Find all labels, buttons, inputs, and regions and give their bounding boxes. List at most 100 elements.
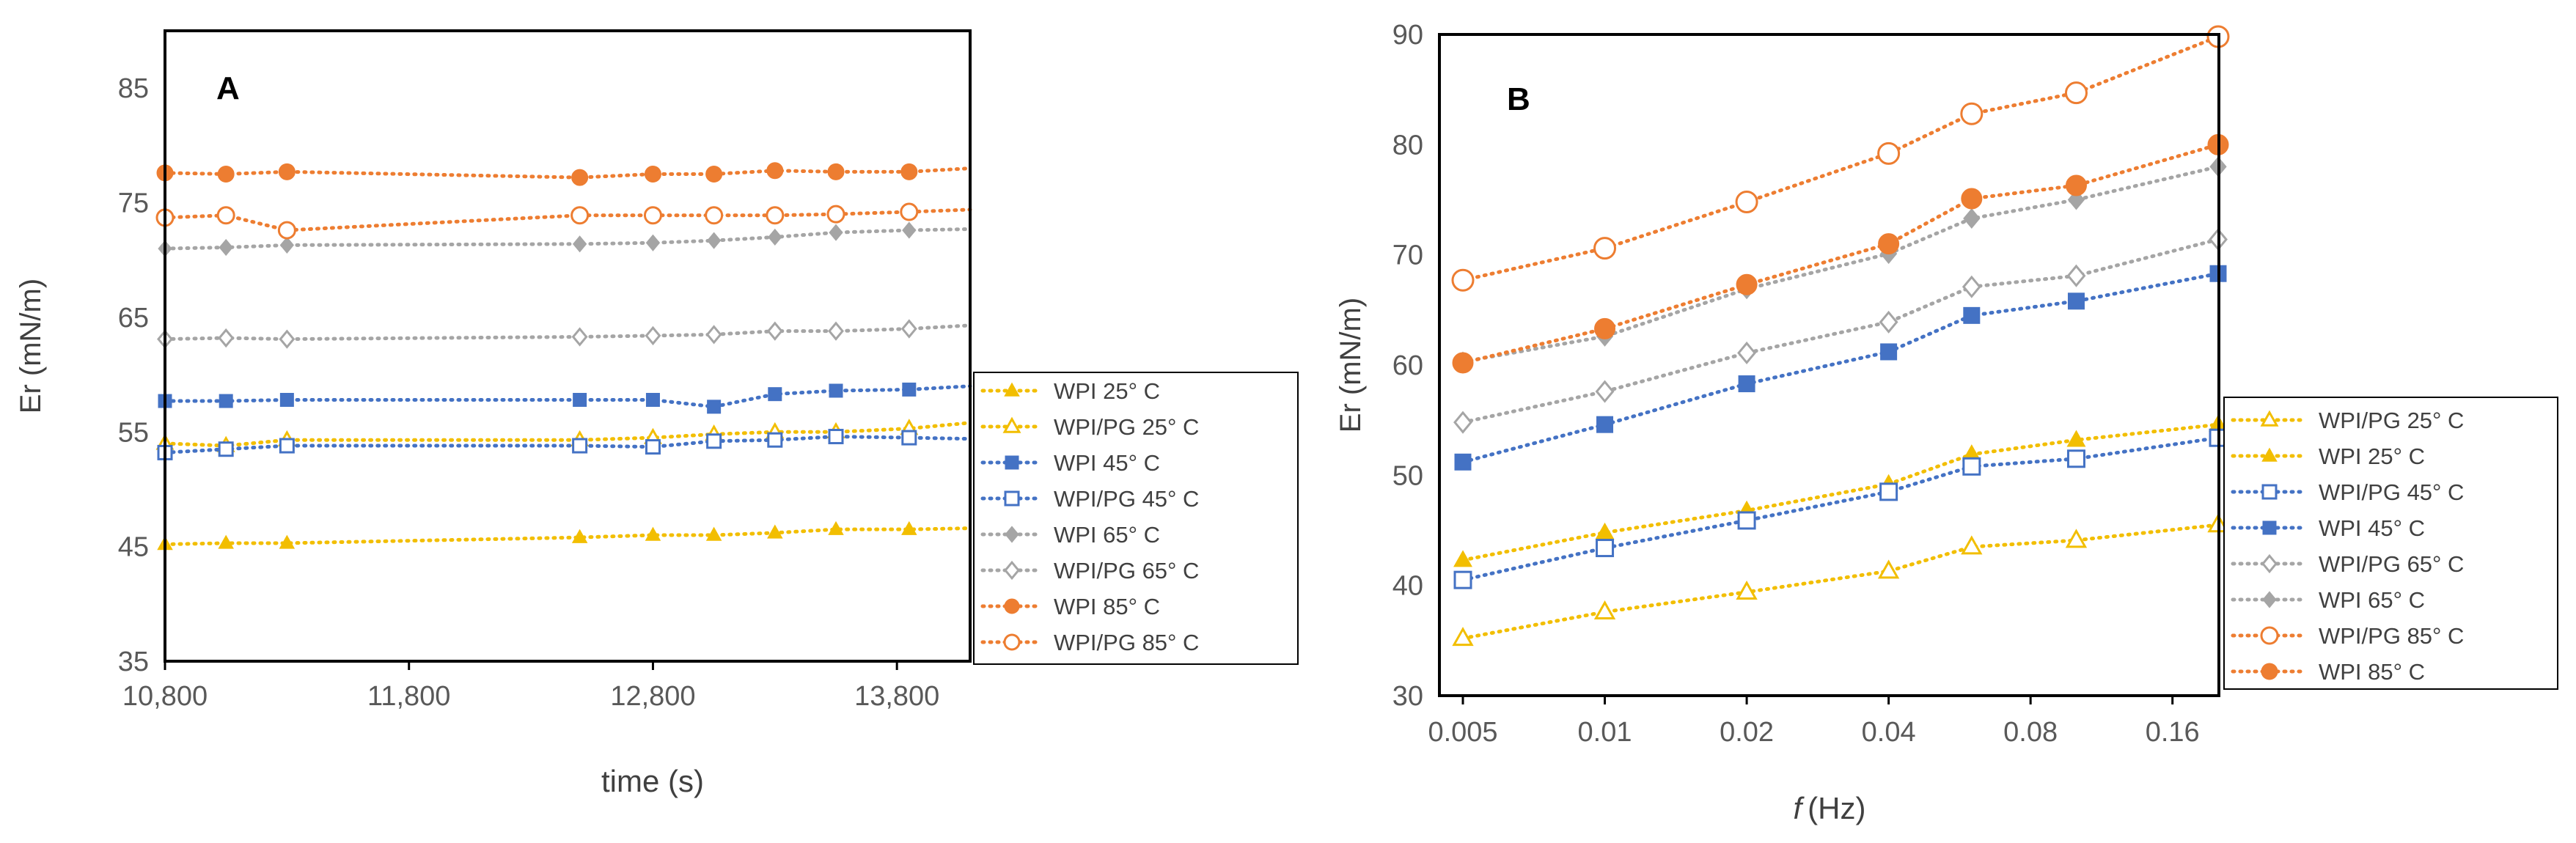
- chart-a-legend-marker: [1002, 416, 1021, 433]
- chart-a-data-point: [279, 438, 295, 454]
- chart-a-data-point: [279, 534, 296, 549]
- chart-a-data-point: [706, 433, 722, 449]
- chart-b-data-point: [1880, 343, 1898, 361]
- chart-a-legend-item: WPI 85° C: [980, 594, 1160, 619]
- chart-b-legend-label: WPI/PG 45° C: [2319, 479, 2464, 505]
- chart-b-y-tick-label: 30: [1392, 681, 1423, 712]
- chart-b-series-wpi-45-c: [1454, 265, 2227, 471]
- chart-a-data-point: [279, 329, 296, 349]
- chart-a-x-tick-label: 12,800: [610, 681, 695, 712]
- chart-a-series-line: [163, 421, 972, 448]
- chart-b-legend-marker: [2262, 520, 2277, 535]
- chart-b-y-tick-label: 70: [1392, 240, 1423, 271]
- chart-a-data-point: [828, 321, 844, 341]
- chart-b-legend-item: WPI/PG 25° C: [2231, 408, 2464, 433]
- chart-a-data-point: [570, 206, 590, 225]
- chart-b-data-point: [2065, 529, 2088, 548]
- chart-a-data-point: [218, 328, 235, 348]
- chart-a-data-point: [279, 392, 294, 407]
- chart-b-y-tick-labels: 30 40 50 60 70 80 90: [1392, 20, 1423, 712]
- chart-b-data-point: [1963, 208, 1981, 229]
- chart-b-legend-item: WPI/PG 85° C: [2231, 623, 2464, 649]
- chart-b-series-wpi-pg-85-c: [1451, 25, 2230, 292]
- chart-a-series-line: [163, 435, 972, 454]
- chart-a-legend-label: WPI 45° C: [1054, 450, 1160, 476]
- chart-a-data-point: [767, 524, 783, 539]
- chart-a-legend-label: WPI 85° C: [1054, 594, 1160, 619]
- chart-a-y-tick-label: 75: [118, 188, 149, 219]
- chart-b-data-point: [1962, 457, 1981, 476]
- chart-b-series-wpi-pg-65-c: [1453, 228, 2228, 434]
- chart-b-legend-item: WPI 45° C: [2231, 515, 2425, 541]
- chart-a-data-point: [573, 392, 587, 407]
- chart-a-series-wpi-pg-65-c: [157, 319, 972, 349]
- chart-b-y-tick-label: 80: [1392, 130, 1423, 161]
- chart-b-data-point: [1594, 317, 1616, 339]
- chart-b-x-tick-label: 0.02: [1720, 717, 1774, 748]
- chart-a-plot-border: [164, 29, 972, 663]
- chart-a-series-wpi-45-c: [158, 382, 972, 414]
- chart-b-data-point: [2066, 264, 2086, 287]
- chart-b-data-point: [1963, 306, 1981, 324]
- chart-b-x-tick-labels: 0.005 0.01 0.02 0.04 0.08 0.16: [1428, 717, 2199, 748]
- chart-b-legend-marker: [2261, 553, 2278, 574]
- chart-a-y-tick-labels: 35 45 55 65 75 85: [118, 73, 149, 677]
- chart-a-legend-marker: [1003, 633, 1021, 651]
- chart-b-data-point: [2065, 174, 2087, 196]
- chart-b-data-point: [1452, 627, 1474, 647]
- chart-b-legend-marker: [2260, 626, 2279, 645]
- chart-a-series-wpi-25-c: [157, 520, 972, 551]
- chart-a-data-point: [902, 382, 917, 397]
- chart-b: 30 40 50 60 70 80 90 0.005 0.01 0.02 0.04 0.08 0.16…: [1335, 20, 2558, 825]
- chart-b-legend-label: WPI 65° C: [2319, 587, 2425, 613]
- chart-b-legend-marker: [2260, 410, 2279, 427]
- chart-a-data-point: [277, 221, 296, 240]
- chart-a-legend-label: WPI/PG 65° C: [1054, 558, 1199, 584]
- chart-b-legend-marker: [2262, 591, 2277, 608]
- chart-a-data-point: [901, 430, 917, 446]
- chart-a-y-tick-label: 45: [118, 532, 149, 563]
- chart-b-legend-label: WPI/PG 65° C: [2319, 551, 2464, 577]
- chart-b-legend-label: WPI 85° C: [2319, 659, 2425, 685]
- chart-b-legend-item: WPI 65° C: [2231, 587, 2425, 613]
- chart-a-x-tick-labels: 10,800 11,800 12,800 13,800: [122, 681, 939, 712]
- chart-b-data-point: [1454, 453, 1472, 471]
- chart-a-data-point: [706, 232, 722, 249]
- chart-b-x-axis-title-unit: (Hz): [1808, 791, 1865, 825]
- chart-a-data-point: [645, 392, 660, 407]
- chart-b-y-tick-label: 50: [1392, 460, 1423, 491]
- chart-b-legend-label: WPI/PG 25° C: [2319, 408, 2464, 433]
- chart-b-data-point: [1737, 341, 1757, 365]
- chart-b-data-point: [2067, 292, 2085, 310]
- chart-b-x-tick-label: 0.005: [1428, 717, 1497, 748]
- chart-a-data-point: [901, 520, 917, 535]
- chart-b-legend-marker: [2261, 447, 2278, 462]
- chart-a-legend-marker: [1004, 382, 1020, 397]
- chart-a-x-tick-label: 13,800: [854, 681, 939, 712]
- chart-b-series-wpi-pg-25-c: [1452, 513, 2229, 647]
- chart-b-data-point: [1877, 559, 1900, 579]
- chart-a-legend-marker: [1005, 455, 1019, 470]
- chart-a-data-point: [767, 432, 783, 448]
- chart-b-data-point: [1453, 570, 1472, 589]
- chart-b-data-point: [1736, 273, 1758, 295]
- chart-b-data-point: [1451, 268, 1475, 292]
- chart-a-y-tick-label: 85: [118, 73, 149, 104]
- chart-b-data-point: [2066, 430, 2086, 447]
- chart-b-data-point: [1877, 141, 1901, 165]
- chart-b-y-axis-title: Er (mN/m): [1335, 298, 1367, 432]
- chart-b-data-point: [1960, 102, 1984, 125]
- chart-b-y-tick-label: 60: [1392, 350, 1423, 381]
- chart-b-data-point: [1961, 535, 1983, 555]
- chart-b-legend-item: WPI 85° C: [2231, 659, 2425, 685]
- chart-a-data-point: [705, 165, 723, 183]
- chart-b-legend-label: WPI/PG 85° C: [2319, 623, 2464, 649]
- chart-a-legend-label: WPI/PG 25° C: [1054, 414, 1199, 440]
- chart-a-legend-item: WPI 65° C: [980, 522, 1160, 548]
- chart-a-data-point: [828, 429, 844, 445]
- chart-a-data-point: [705, 526, 722, 541]
- chart-a-data-point: [279, 236, 295, 254]
- chart-b-plot-border: [1438, 33, 2220, 697]
- chart-b-x-axis-title: f (Hz): [1794, 791, 1866, 825]
- chart-a-x-tick-label: 11,800: [367, 681, 450, 712]
